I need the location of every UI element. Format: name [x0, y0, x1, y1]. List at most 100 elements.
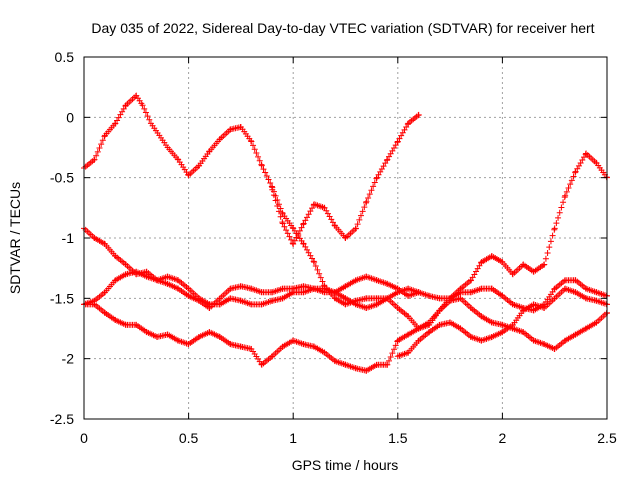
y-tick-label: -1 [62, 230, 75, 246]
data-series [81, 295, 610, 374]
y-tick-label: -2 [62, 351, 75, 367]
data-point [291, 237, 298, 244]
axis-ticks: 0 0.5 1 1.5 2 2.5 -2.5 -2 -1.5 -1 -0.5 0 0.5 [50, 49, 617, 446]
data-point [93, 152, 100, 159]
data-point [354, 221, 361, 228]
data-point [568, 177, 575, 184]
x-tick-label: 1 [289, 430, 297, 446]
y-tick-label: 0 [66, 109, 74, 125]
data-point [542, 255, 549, 262]
data-point [277, 213, 284, 220]
data-points [81, 92, 610, 374]
data-point [141, 105, 148, 112]
data-point [295, 231, 302, 238]
data-point [317, 274, 324, 281]
data-point [563, 188, 570, 195]
data-point [139, 102, 146, 109]
y-tick-label: -2.5 [50, 411, 74, 427]
data-point [250, 142, 257, 149]
data-point [142, 109, 149, 116]
data-point [298, 224, 305, 231]
data-point [290, 241, 297, 248]
data-point [371, 179, 378, 186]
data-point [99, 137, 106, 144]
data-point [556, 209, 563, 216]
data-point [314, 266, 321, 273]
data-point [258, 162, 265, 169]
data-point [255, 153, 262, 160]
data-point [312, 262, 319, 269]
data-point [359, 208, 366, 215]
data-point [389, 350, 396, 357]
x-tick-label: 0.5 [179, 430, 199, 446]
data-point [253, 150, 260, 157]
data-point [251, 146, 258, 153]
y-tick-label: -1.5 [50, 290, 74, 306]
data-point [302, 217, 309, 224]
y-axis-label: SDTVAR / TECUs [7, 182, 23, 294]
data-point [370, 183, 377, 190]
data-point [368, 187, 375, 194]
data-point [560, 199, 567, 206]
data-point [361, 204, 368, 211]
data-point [547, 238, 554, 245]
data-series [269, 111, 422, 248]
data-point [309, 205, 316, 212]
data-point [281, 223, 288, 230]
data-point [286, 233, 293, 240]
data-point [269, 186, 276, 193]
chart-title: Day 035 of 2022, Sidereal Day-to-day VTE… [91, 20, 594, 36]
data-series [81, 268, 610, 314]
data-point [275, 208, 282, 215]
data-point [288, 236, 295, 243]
data-point [293, 234, 300, 241]
x-tick-label: 0 [80, 430, 88, 446]
data-point [98, 141, 105, 148]
data-point [267, 179, 274, 186]
data-series [394, 285, 610, 360]
data-point [384, 361, 391, 368]
data-point [553, 220, 560, 227]
data-point [366, 191, 373, 198]
data-point [316, 270, 323, 277]
data-point [144, 113, 151, 120]
data-point [263, 173, 270, 180]
data-point [565, 185, 572, 192]
data-point [262, 169, 269, 176]
data-point [549, 232, 556, 239]
data-point [94, 148, 101, 155]
data-point [265, 176, 272, 183]
y-tick-label: 0.5 [55, 49, 75, 65]
data-point [270, 192, 277, 199]
x-tick-label: 2 [499, 430, 507, 446]
data-point [567, 181, 574, 188]
data-point [541, 261, 548, 268]
plot-frame [83, 56, 608, 420]
data-point [562, 192, 569, 199]
data-point [300, 220, 307, 227]
data-point [260, 166, 267, 173]
data-point [544, 249, 551, 256]
data-point [96, 144, 103, 151]
data-point [307, 208, 314, 215]
data-point [319, 278, 326, 285]
data-point [274, 202, 281, 209]
data-point [365, 194, 372, 201]
data-point [386, 357, 393, 364]
data-point [392, 342, 399, 349]
y-tick-label: -0.5 [50, 170, 74, 186]
data-point [551, 225, 558, 232]
data-point [311, 259, 318, 266]
data-point [415, 111, 422, 118]
data-point [357, 212, 364, 219]
data-point [248, 138, 255, 145]
data-point [256, 157, 263, 164]
data-point [279, 220, 286, 227]
data-point [546, 244, 553, 251]
data-point [272, 197, 279, 204]
data-point [363, 198, 370, 205]
data-point [356, 216, 363, 223]
data-point [146, 116, 153, 123]
data-point [284, 230, 291, 237]
